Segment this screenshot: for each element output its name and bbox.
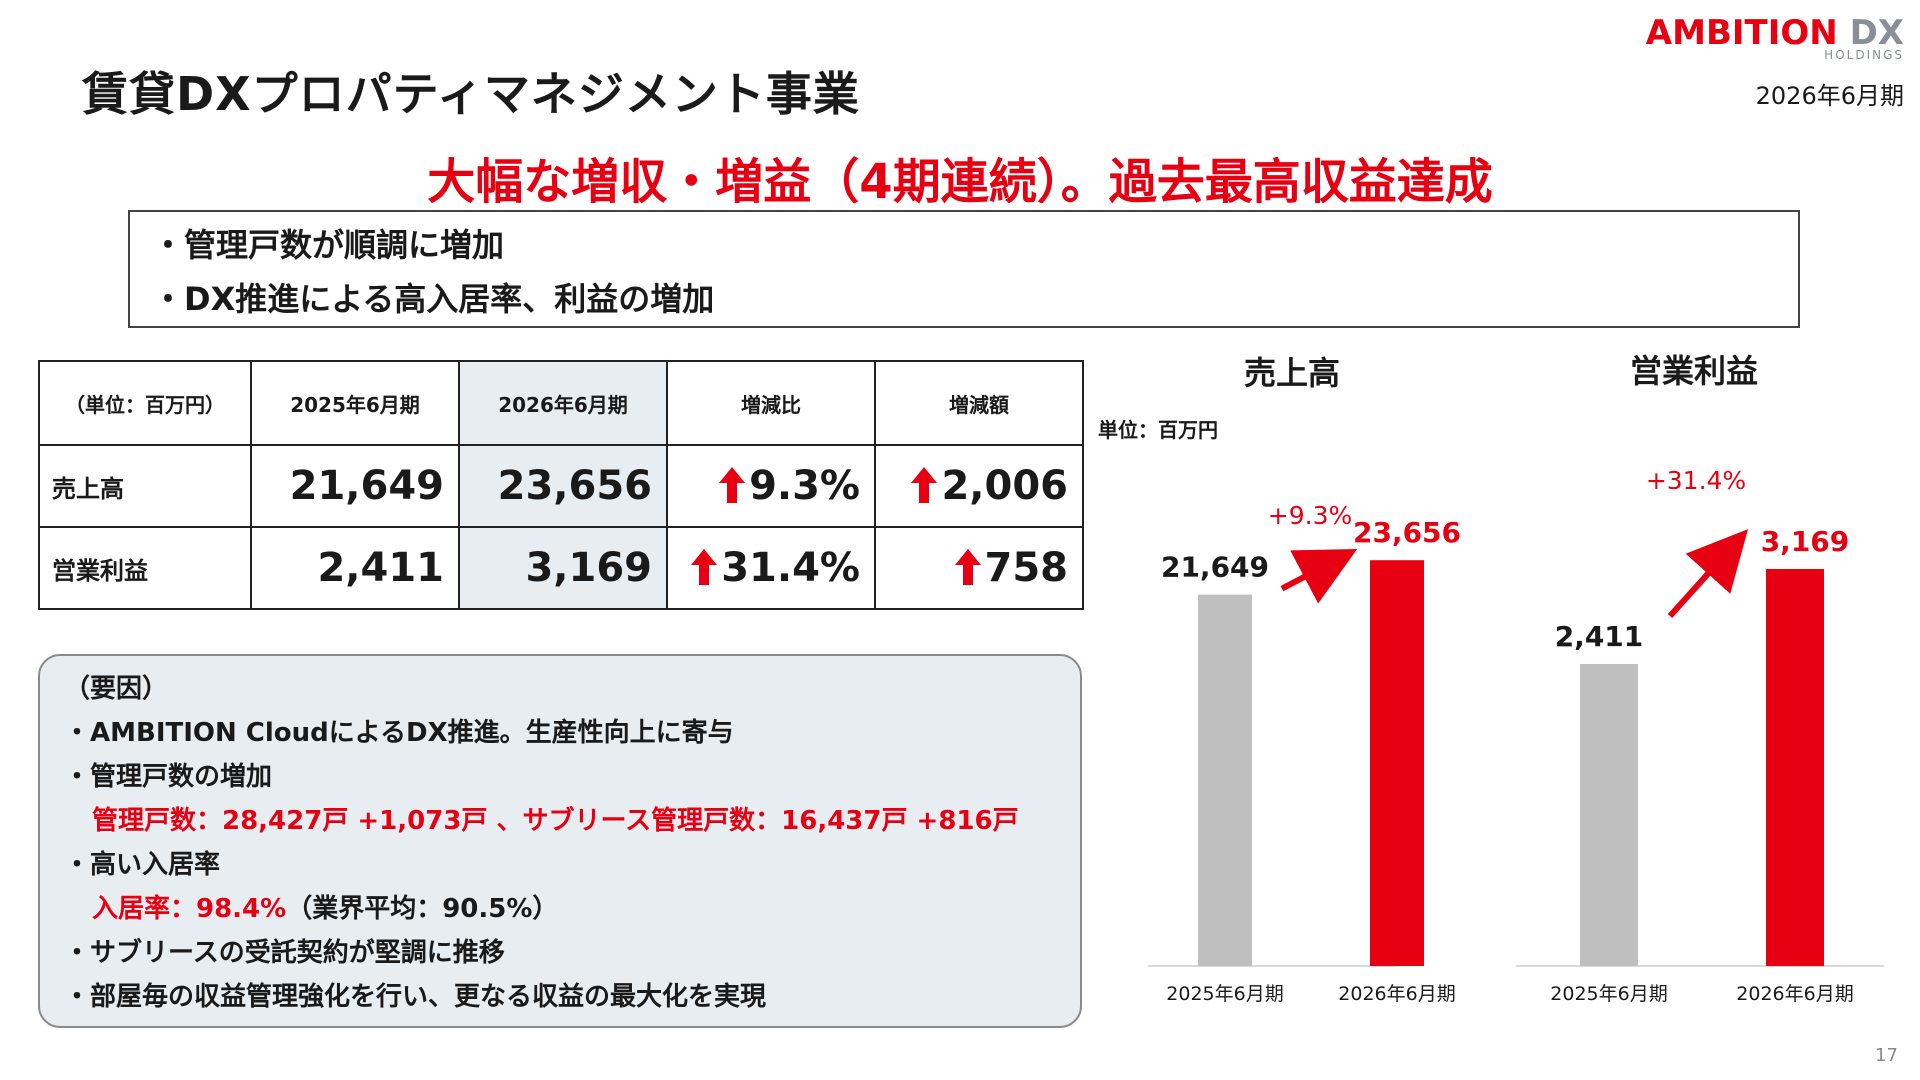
chart-title-sales: 売上高 <box>1243 354 1340 392</box>
up-arrow-icon <box>719 467 746 503</box>
change-label: +9.3% <box>1268 501 1352 530</box>
x-tick-label: 2026年6月期 <box>1338 983 1455 1005</box>
logo-subtext: HOLDINGS <box>1824 48 1904 62</box>
factors-box: （要因） ・AMBITION CloudによるDX推進。生産性向上に寄与 ・管理… <box>38 654 1082 1028</box>
cell-prev: 2,411 <box>250 526 460 610</box>
company-logo: AMBITION DX HOLDINGS <box>1646 16 1904 62</box>
data-label: 3,169 <box>1761 525 1850 558</box>
factors-heading: （要因） <box>64 674 169 704</box>
data-label: 23,656 <box>1353 516 1461 549</box>
cell-curr: 3,169 <box>458 526 668 610</box>
up-arrow-icon <box>911 467 938 503</box>
results-table: （単位：百万円） 2025年6月期 2026年6月期 増減比 増減額 売上高 2… <box>38 360 1084 610</box>
page-number: 17 <box>1875 1045 1898 1066</box>
x-tick-label: 2025年6月期 <box>1166 983 1283 1005</box>
table-header-row: （単位：百万円） 2025年6月期 2026年6月期 増減比 増減額 <box>38 360 1084 446</box>
factor-item: ・管理戸数の増加 <box>64 762 273 792</box>
diff-value: 758 <box>984 545 1069 591</box>
diff-value: 2,006 <box>941 463 1068 509</box>
factor-detail: 管理戸数：28,427戸 +1,073戸 、サブリース管理戸数：16,437戸 … <box>92 806 1019 836</box>
fiscal-period: 2026年6月期 <box>1755 82 1904 110</box>
x-tick-label: 2025年6月期 <box>1550 983 1667 1005</box>
row-label: 営業利益 <box>38 526 252 610</box>
change-label: +31.4% <box>1646 466 1746 495</box>
table-header-prev: 2025年6月期 <box>250 360 460 446</box>
bar-prev <box>1580 663 1638 966</box>
change-arrow <box>1280 549 1358 604</box>
cell-curr: 23,656 <box>458 444 668 528</box>
cell-prev: 21,649 <box>250 444 460 528</box>
page-title: 賃貸DXプロパティマネジメント事業 <box>82 67 860 121</box>
chart-unit-label: 単位：百万円 <box>1098 418 1218 442</box>
bar-prev <box>1198 594 1252 966</box>
ratio-value: 31.4% <box>721 545 860 591</box>
factor-item: ・部屋毎の収益管理強化を行い、更なる収益の最大化を実現 <box>64 982 767 1012</box>
table-header-unit: （単位：百万円） <box>38 360 252 446</box>
headline: 大幅な増収・増益（4期連続）。過去最高収益達成 <box>427 154 1493 210</box>
data-label: 2,411 <box>1555 620 1644 653</box>
table-row: 営業利益 2,411 3,169 31.4% 758 <box>38 526 1084 610</box>
bar-curr <box>1766 568 1824 966</box>
table-header-ratio: 増減比 <box>666 360 876 446</box>
cell-diff: 758 <box>874 526 1084 610</box>
bar-curr <box>1370 560 1424 966</box>
summary-point: ・管理戸数が順調に増加 <box>152 226 505 264</box>
factor-detail: 入居率：98.4%（業界平均：90.5%） <box>92 888 558 925</box>
data-label: 21,649 <box>1161 551 1269 584</box>
factor-item: ・高い入居率 <box>64 850 221 880</box>
ratio-value: 9.3% <box>749 463 860 509</box>
factor-item: ・サブリースの受託契約が堅調に推移 <box>64 938 505 968</box>
table-header-curr: 2026年6月期 <box>458 360 668 446</box>
row-label: 売上高 <box>38 444 252 528</box>
industry-average: （業界平均：90.5%） <box>286 894 559 924</box>
occupancy-rate: 入居率：98.4% <box>92 894 287 924</box>
logo-text-ambition: AMBITION <box>1645 13 1838 53</box>
table-row: 売上高 21,649 23,656 9.3% 2,006 <box>38 444 1084 528</box>
logo-text-dx: DX <box>1849 13 1904 53</box>
summary-box: ・管理戸数が順調に増加 ・DX推進による高入居率、利益の増加 <box>128 210 1800 328</box>
factor-item: ・AMBITION CloudによるDX推進。生産性向上に寄与 <box>64 718 734 748</box>
table-header-diff: 増減額 <box>874 360 1084 446</box>
cell-ratio: 9.3% <box>666 444 876 528</box>
change-arrow <box>1667 529 1749 618</box>
chart-title-profit: 営業利益 <box>1629 352 1758 390</box>
summary-point: ・DX推進による高入居率、利益の増加 <box>152 280 715 318</box>
cell-diff: 2,006 <box>874 444 1084 528</box>
up-arrow-icon <box>954 549 981 585</box>
x-tick-label: 2026年6月期 <box>1736 983 1853 1005</box>
up-arrow-icon <box>691 549 718 585</box>
cell-ratio: 31.4% <box>666 526 876 610</box>
